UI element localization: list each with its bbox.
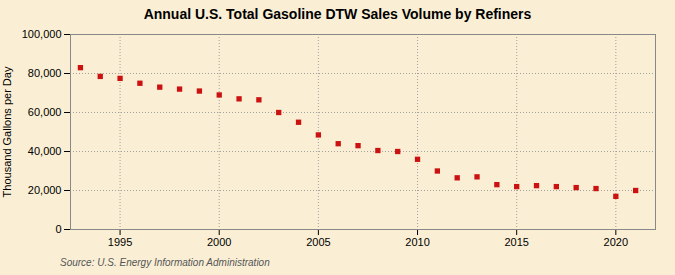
svg-text:60,000: 60,000 (28, 106, 62, 118)
svg-text:2020: 2020 (604, 236, 628, 248)
svg-text:0: 0 (55, 223, 61, 235)
svg-text:Thousand Gallons per Day: Thousand Gallons per Day (1, 66, 13, 197)
html-text:Source: U.S. Energy Informatio: Source: U.S. Energy Information Administ… (60, 257, 270, 268)
svg-text:2015: 2015 (504, 236, 528, 248)
html-text:Annual U.S. Total Gasoline DTW: Annual U.S. Total Gasoline DTW Sales Vol… (143, 6, 532, 22)
svg-text:2010: 2010 (405, 236, 429, 248)
svg-text:100,000: 100,000 (22, 28, 62, 40)
svg-text:80,000: 80,000 (28, 67, 62, 79)
svg-text:1995: 1995 (108, 236, 132, 248)
svg-text:2000: 2000 (207, 236, 231, 248)
svg-text:20,000: 20,000 (28, 184, 62, 196)
svg-text:40,000: 40,000 (28, 145, 62, 157)
svg-text:2005: 2005 (306, 236, 330, 248)
